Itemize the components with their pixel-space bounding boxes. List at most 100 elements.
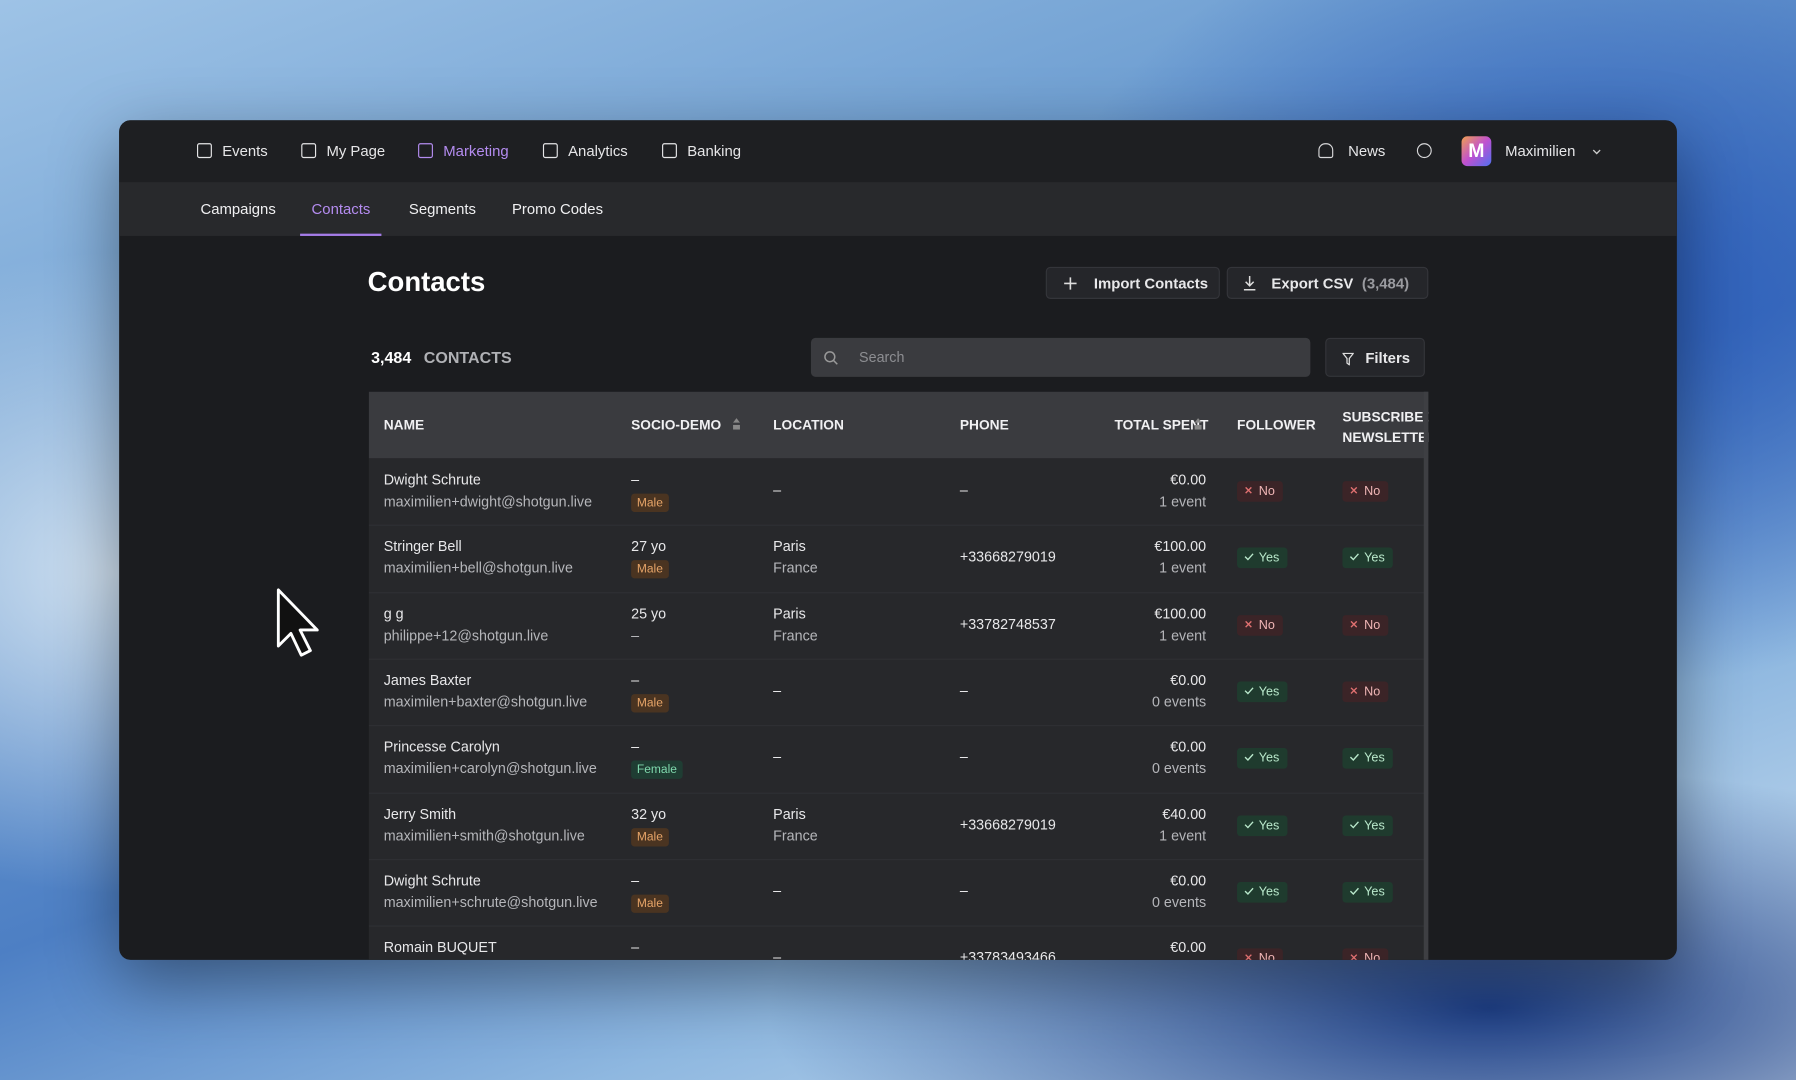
status-icon — [1350, 486, 1358, 494]
status-badge: No — [1342, 681, 1389, 703]
row-divider — [368, 591, 1429, 593]
column-header: SUBSCRIBED NEWSLETTER — [1342, 408, 1429, 446]
column-header: PHONE — [959, 416, 1009, 433]
status-badge: No — [1237, 481, 1283, 502]
status-badge: Yes — [1342, 748, 1393, 769]
event-count: 0 events — [1151, 760, 1207, 777]
scrollbar — [1423, 391, 1429, 960]
nav-item[interactable]: Events — [222, 142, 268, 160]
avatar: M — [1461, 136, 1492, 167]
status-text: No — [1364, 618, 1381, 632]
status-text: Yes — [1258, 818, 1280, 833]
socio-demo: – — [631, 739, 640, 756]
event-count: 1 event — [1159, 560, 1207, 577]
status-icon — [1349, 887, 1359, 895]
column-header: FOLLOWER — [1237, 416, 1316, 433]
subnav-item[interactable]: Promo Codes — [511, 200, 604, 218]
news-link[interactable]: News — [1348, 142, 1386, 160]
location: Paris — [773, 605, 806, 622]
event-count: 1 event — [1159, 827, 1207, 844]
status-badge: Yes — [1237, 748, 1288, 769]
phone: +33668279019 — [959, 816, 1056, 833]
active-underline — [300, 233, 382, 236]
status-badge: Yes — [1342, 547, 1393, 569]
phone: – — [959, 749, 968, 766]
location: – — [773, 682, 782, 699]
search-box[interactable]: Search — [810, 337, 1311, 377]
import-button[interactable]: Import Contacts — [1045, 266, 1220, 299]
subnav-item[interactable]: Contacts — [311, 200, 371, 218]
row-divider — [368, 658, 1429, 660]
status-text: Yes — [1258, 885, 1280, 899]
status-text: Yes — [1364, 885, 1385, 899]
location: Paris — [773, 538, 806, 555]
status-text: Yes — [1258, 551, 1280, 566]
contact-name: g g — [383, 605, 404, 622]
nav-item[interactable]: Banking — [687, 142, 742, 160]
status-badge: No — [1342, 481, 1389, 502]
event-count: 1 event — [1159, 627, 1207, 644]
nav-item[interactable]: My Page — [326, 142, 386, 160]
status-text: No — [1258, 951, 1275, 960]
subnav-item[interactable]: Campaigns — [200, 200, 276, 218]
status-badge: Yes — [1237, 547, 1288, 569]
phone: – — [959, 482, 968, 499]
search-icon — [824, 351, 838, 365]
status-text: Yes — [1364, 551, 1385, 566]
row-divider — [368, 725, 1429, 727]
mouse-cursor — [276, 588, 319, 657]
status-badge: No — [1342, 948, 1389, 960]
socio-demo: – — [631, 939, 640, 956]
contact-email: maximilien+smith@shotgun.live — [383, 827, 585, 844]
column-header: TOTAL SPENT — [1114, 416, 1209, 433]
import-label: Import Contacts — [1093, 274, 1209, 293]
status-icon — [1244, 687, 1254, 695]
status-icon — [1244, 887, 1254, 895]
contact-email: maximilien+bell@shotgun.live — [383, 560, 573, 577]
status-badge: Yes — [1237, 881, 1288, 903]
user-menu[interactable]: Maximilien — [1505, 142, 1576, 160]
total-spent: €0.00 — [1170, 672, 1207, 689]
subnav-item[interactable]: Segments — [408, 200, 476, 218]
status-icon — [1350, 687, 1358, 694]
socio-demo: 25 yo — [631, 605, 667, 622]
gender-tag: Male — [631, 894, 669, 913]
status-badge: No — [1342, 614, 1389, 636]
socio-demo: – — [631, 672, 640, 689]
status-icon — [1244, 754, 1254, 762]
location: France — [773, 627, 818, 644]
status-text: Yes — [1364, 818, 1385, 833]
total-spent: €0.00 — [1170, 872, 1207, 889]
status-badge: Yes — [1342, 881, 1393, 903]
contacts-count: 3,484 — [371, 348, 412, 367]
row-divider — [368, 524, 1429, 527]
contact-name: Jerry Smith — [383, 805, 457, 822]
nav-item[interactable]: Analytics — [568, 142, 628, 160]
socio-demo: 27 yo — [631, 538, 667, 555]
status-text: Yes — [1258, 684, 1280, 699]
gender-tag: Male — [631, 693, 669, 713]
gender-tag: Male — [631, 560, 669, 579]
bell-icon — [1318, 143, 1334, 159]
total-spent: €100.00 — [1154, 605, 1207, 622]
status-icon — [1350, 954, 1358, 960]
total-spent: €0.00 — [1170, 939, 1207, 956]
location: – — [773, 482, 782, 499]
top-nav: Events My Page Marketing Analytics Banking Ne… — [119, 120, 1677, 183]
location: France — [773, 827, 818, 844]
contact-name: Princesse Carolyn — [383, 739, 500, 756]
export-button[interactable]: Export CSV (3,484) — [1226, 266, 1429, 299]
event-count: 0 events — [1151, 894, 1207, 911]
plus-icon — [1064, 277, 1077, 290]
app-window: Events My Page Marketing Analytics Banking Ne… — [119, 120, 1677, 960]
nav-item[interactable]: Marketing — [443, 142, 509, 160]
phone: +33668279019 — [959, 548, 1056, 566]
filters-button[interactable]: Filters — [1325, 337, 1425, 377]
sort-icon — [733, 418, 740, 423]
gender-tag: Male — [631, 827, 669, 846]
event-count: 0 events — [1151, 693, 1207, 711]
contact-name: James Baxter — [383, 672, 472, 689]
row-divider — [368, 858, 1429, 860]
status-icon — [1349, 553, 1359, 561]
